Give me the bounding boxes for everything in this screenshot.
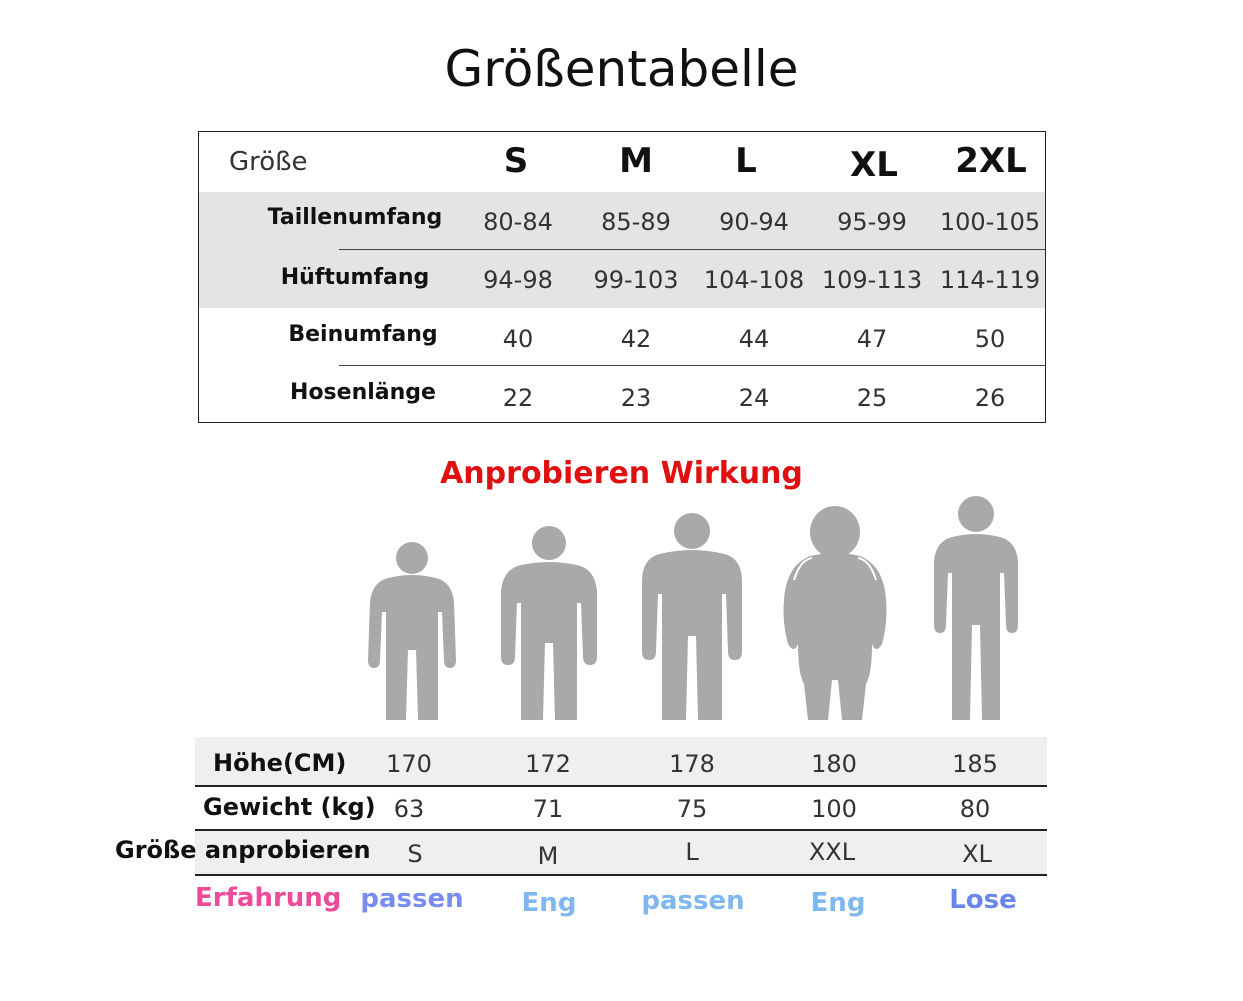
table-cell: 104-108 <box>703 266 805 294</box>
table-cell: XXL <box>808 838 856 866</box>
table-row: Taillenumfang 80-84 85-89 90-94 95-99 10… <box>199 192 1045 250</box>
person-tall-icon <box>932 495 1020 722</box>
table-cell: 71 <box>532 795 564 823</box>
table-cell: 75 <box>676 795 708 823</box>
row-label-groesse-anprobieren: Größe anprobieren <box>115 836 371 864</box>
table-cell: 95-99 <box>837 208 907 236</box>
table-cell: 63 <box>393 795 425 823</box>
table-cell: 172 <box>525 750 571 778</box>
size-2xl: 2XL <box>955 141 1027 181</box>
table-cell: 99-103 <box>593 266 679 294</box>
table-row: Größe anprobieren S M L XXL XL <box>115 831 1047 876</box>
table-cell: 80 <box>959 795 991 823</box>
table-cell: XL <box>962 840 992 868</box>
table-cell: 109-113 <box>821 266 923 294</box>
row-label-hueftumfang: Hüftumfang <box>280 265 430 290</box>
table-row: Gewicht (kg) 63 71 75 100 80 <box>195 787 1047 831</box>
size-table: Größe S M L XL 2XL Taillenumfang 80-84 8… <box>198 131 1046 423</box>
person-heavy-icon <box>780 504 890 722</box>
size-m: M <box>619 141 653 181</box>
size-table-header: Größe S M L XL 2XL <box>199 132 1045 193</box>
table-row: Beinumfang 40 42 44 47 50 <box>199 308 1045 366</box>
table-cell: 42 <box>620 325 652 353</box>
experience-value: Eng <box>521 888 577 918</box>
row-divider <box>339 365 1045 366</box>
table-cell: 24 <box>738 384 770 412</box>
person-average-icon <box>499 525 599 722</box>
table-row: Hosenlänge 22 23 24 25 26 <box>199 366 1045 422</box>
row-label-taillenumfang: Taillenumfang <box>267 205 443 230</box>
table-cell: 94-98 <box>483 266 553 294</box>
try-on-title: Anprobieren Wirkung <box>440 456 803 491</box>
table-row: Höhe(CM) 170 172 178 180 185 <box>195 737 1047 787</box>
row-label-beinumfang: Beinumfang <box>288 322 438 347</box>
table-row: Hüftumfang 94-98 99-103 104-108 109-113 … <box>199 250 1045 309</box>
row-label-hosenlaenge: Hosenlänge <box>290 380 436 405</box>
table-cell: L <box>685 838 699 866</box>
table-cell: 100-105 <box>939 208 1041 236</box>
table-cell: S <box>407 840 423 868</box>
table-cell: 44 <box>738 325 770 353</box>
table-cell: 26 <box>974 384 1006 412</box>
person-broad-icon <box>640 512 744 722</box>
table-cell: 50 <box>974 325 1006 353</box>
row-label-gewicht: Gewicht (kg) <box>203 793 376 821</box>
table-cell: 80-84 <box>483 208 553 236</box>
page-title: Größentabelle <box>444 40 799 98</box>
table-cell: 40 <box>502 325 534 353</box>
row-label-hoehe: Höhe(CM) <box>213 749 347 777</box>
row-divider <box>339 249 1045 250</box>
experience-value: Lose <box>949 885 1017 915</box>
table-cell: 85-89 <box>601 208 671 236</box>
experience-value: passen <box>641 886 745 916</box>
experience-value: passen <box>360 884 464 914</box>
size-s: S <box>503 141 529 181</box>
header-label: Größe <box>229 147 308 177</box>
size-l: L <box>735 141 757 181</box>
table-cell: 25 <box>856 384 888 412</box>
table-cell: M <box>537 842 559 870</box>
table-cell: 185 <box>952 750 998 778</box>
table-cell: 180 <box>811 750 857 778</box>
table-cell: 100 <box>811 795 857 823</box>
experience-value: Eng <box>810 888 866 918</box>
table-cell: 170 <box>386 750 432 778</box>
person-slim-icon <box>366 540 458 722</box>
table-cell: 178 <box>669 750 715 778</box>
table-cell: 23 <box>620 384 652 412</box>
size-xl: XL <box>850 145 898 185</box>
table-cell: 90-94 <box>719 208 789 236</box>
table-cell: 114-119 <box>939 266 1041 294</box>
table-cell: 22 <box>502 384 534 412</box>
table-cell: 47 <box>856 325 888 353</box>
experience-label: Erfahrung <box>195 883 342 913</box>
